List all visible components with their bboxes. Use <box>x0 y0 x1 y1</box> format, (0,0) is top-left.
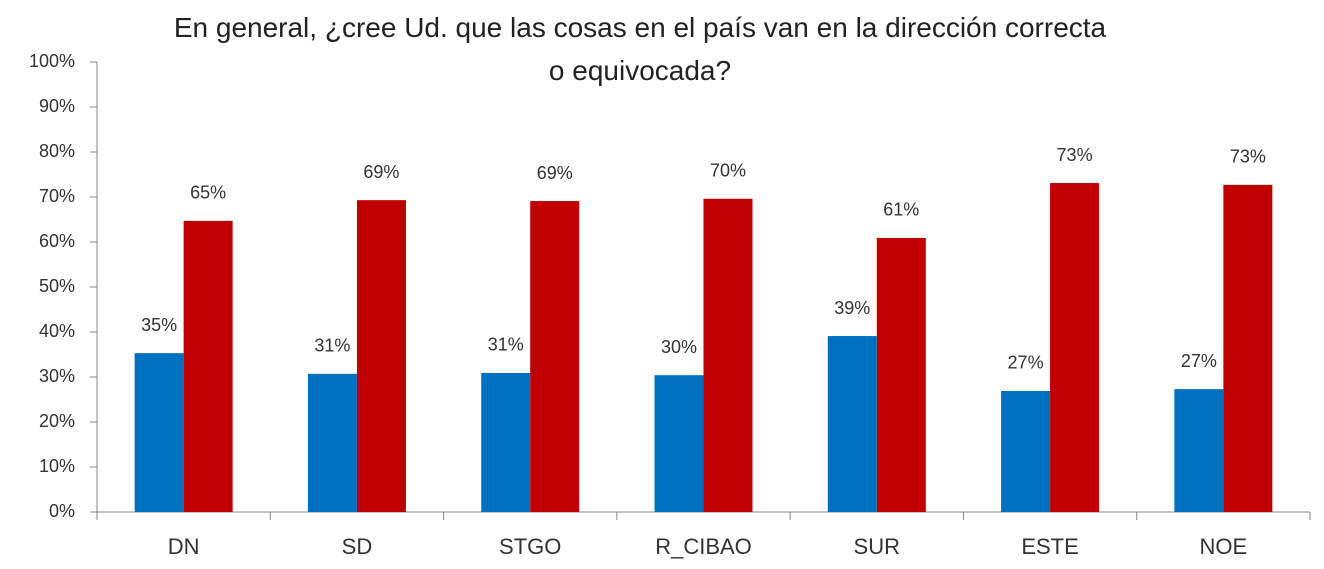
y-tick-label: 50% <box>39 276 75 296</box>
bar <box>1050 183 1100 513</box>
y-tick-label: 20% <box>39 411 75 431</box>
y-tick-label: 0% <box>49 501 75 521</box>
bar <box>1001 390 1051 512</box>
value-label: 31% <box>314 336 350 356</box>
bar <box>530 201 580 513</box>
bar <box>356 200 406 512</box>
value-label: 61% <box>883 200 919 220</box>
value-label: 73% <box>1057 145 1093 165</box>
value-label: 73% <box>1230 147 1266 167</box>
value-label: 69% <box>537 163 573 183</box>
bar <box>654 375 704 512</box>
y-tick-label: 30% <box>39 366 75 386</box>
bar <box>827 336 877 512</box>
x-tick-label: STGO <box>499 534 561 559</box>
value-label: 30% <box>661 337 697 357</box>
x-tick-label: NOE <box>1200 534 1248 559</box>
x-tick-label: R_CIBAO <box>655 534 752 559</box>
value-label: 65% <box>190 183 226 203</box>
y-tick-label: 100% <box>29 51 75 71</box>
value-label: 69% <box>363 162 399 182</box>
bar <box>876 237 926 512</box>
x-tick-label: ESTE <box>1021 534 1078 559</box>
y-tick-label: 40% <box>39 321 75 341</box>
bar <box>134 353 184 512</box>
chart-title: En general, ¿cree Ud. que las cosas en e… <box>173 12 1107 86</box>
x-tick-label: DN <box>168 534 200 559</box>
y-tick-label: 60% <box>39 231 75 251</box>
value-label: 70% <box>710 161 746 181</box>
value-label: 31% <box>488 335 524 355</box>
bar <box>481 372 531 512</box>
value-label: 27% <box>1008 353 1044 373</box>
bar <box>307 373 357 512</box>
y-tick-label: 80% <box>39 141 75 161</box>
bar <box>1223 184 1273 512</box>
bar <box>703 198 753 513</box>
bar <box>1174 389 1224 512</box>
y-tick-label: 10% <box>39 456 75 476</box>
value-label: 27% <box>1181 351 1217 371</box>
x-tick-label: SD <box>342 534 373 559</box>
y-tick-label: 90% <box>39 96 75 116</box>
value-label: 39% <box>834 298 870 318</box>
value-label: 35% <box>141 315 177 335</box>
y-tick-label: 70% <box>39 186 75 206</box>
bar <box>183 220 233 512</box>
x-tick-label: SUR <box>854 534 900 559</box>
